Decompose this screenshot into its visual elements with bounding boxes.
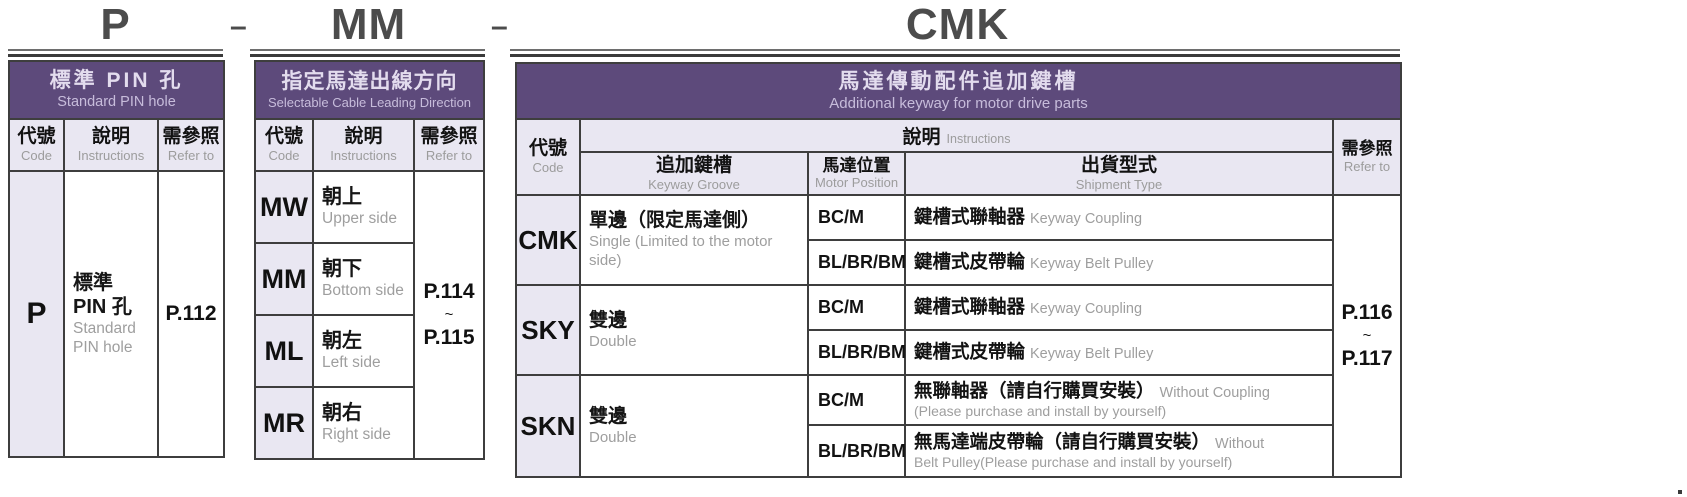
- shipment-type-value: 鍵槽式聯軸器 Keyway Coupling: [904, 194, 1334, 241]
- refer-value: P.116 ~ P.117: [1331, 194, 1403, 478]
- code-value: MR: [254, 386, 314, 460]
- table2-row-mm: MM 朝下 Bottom side: [254, 242, 484, 316]
- table1-col-instructions: 說明 Instructions: [63, 118, 159, 172]
- keyway-options-table: 馬達傳動配件追加鍵槽 Additional keyway for motor d…: [514, 62, 1403, 478]
- table3-row-skn-blbrbm: BL/BR/BM 無馬達端皮帶輪（請自行購買安裝） Without Belt Pu…: [516, 424, 1401, 478]
- page-artifact-dot: [1678, 490, 1682, 494]
- code-separator-2: –: [491, 10, 508, 43]
- motor-position-value: BL/BR/BM: [807, 239, 906, 286]
- table3-row-cmk-blbrbm: BL/BR/BM 鍵槽式皮帶輪 Keyway Belt Pulley: [516, 239, 1401, 286]
- code-value: SKY: [515, 284, 581, 376]
- shipment-type-value: 鍵槽式聯軸器 Keyway Coupling: [904, 284, 1334, 331]
- shipment-type-value: 鍵槽式皮帶輪 Keyway Belt Pulley: [904, 239, 1334, 286]
- table3-title-en: Additional keyway for motor drive parts: [829, 95, 1088, 113]
- code-value: CMK: [515, 194, 581, 286]
- instructions-value: 朝右 Right side: [312, 386, 415, 460]
- table3-title-zh: 馬達傳動配件追加鍵槽: [838, 69, 1079, 93]
- table2-col-code: 代號 Code: [254, 118, 314, 172]
- code-title-mm: MM: [330, 0, 407, 49]
- table3-row-skn-bcm: SKN 雙邊 Double BC/M 無聯軸器（請自行購買安裝） Without …: [515, 374, 1401, 478]
- table3-col-refer: 需參照 Refer to: [1331, 118, 1403, 196]
- table3-row-sky-bcm: SKY 雙邊 Double BC/M 鍵槽式聯軸器 Keyway Coupling: [515, 284, 1401, 376]
- code-value: MW: [254, 170, 314, 244]
- code-value: ML: [254, 314, 314, 388]
- motor-position-value: BC/M: [807, 374, 906, 426]
- code-title-p: P: [100, 0, 131, 49]
- instructions-value: 標準 PIN 孔 Standard PIN hole: [63, 170, 159, 458]
- motor-position-value: BL/BR/BM: [807, 329, 906, 376]
- table3-col-motor-position: 馬達位置 Motor Position: [807, 151, 906, 196]
- table2-row-ml: ML 朝左 Left side: [254, 314, 484, 388]
- underline-rule-2: [250, 49, 485, 57]
- table3-col-code: 代號 Code: [515, 118, 581, 196]
- instructions-value: 朝下 Bottom side: [312, 242, 415, 316]
- table3-row-sky-blbrbm: BL/BR/BM 鍵槽式皮帶輪 Keyway Belt Pulley: [516, 329, 1401, 376]
- table2-col-instructions: 說明 Instructions: [312, 118, 415, 172]
- underline-rule-1: [8, 49, 223, 57]
- underline-rule-3: [510, 49, 1400, 57]
- cable-direction-table: 指定馬達出線方向 Selectable Cable Leading Direct…: [254, 60, 485, 460]
- table1-col-code: 代號 Code: [8, 118, 65, 172]
- table2-col-refer: 需參照 Refer to: [413, 118, 485, 172]
- table1-header: 標準 PIN 孔 Standard PIN hole: [7, 60, 226, 120]
- table1-title-en: Standard PIN hole: [57, 94, 176, 111]
- keyway-groove-value: 雙邊 Double: [579, 284, 809, 376]
- refer-value: P.114 ~ P.115: [413, 170, 485, 460]
- table1-col-refer: 需參照 Refer to: [156, 118, 226, 172]
- table3-row-cmk-bcm: CMK 單邊（限定馬達側） Single (Limited to the mot…: [515, 194, 1403, 478]
- table3-col-instructions: 說明 Instructions: [579, 118, 1334, 153]
- table2-row-mr: MR 朝右 Right side: [254, 386, 484, 460]
- keyway-groove-value: 單邊（限定馬達側） Single (Limited to the motor s…: [579, 194, 809, 286]
- table2-title-zh: 指定馬達出線方向: [281, 70, 458, 94]
- motor-position-value: BL/BR/BM: [807, 424, 906, 478]
- instructions-value: 朝上 Upper side: [312, 170, 415, 244]
- shipment-type-value: 鍵槽式皮帶輪 Keyway Belt Pulley: [904, 329, 1334, 376]
- table2-title-en: Selectable Cable Leading Direction: [267, 95, 472, 111]
- motor-position-value: BC/M: [807, 284, 906, 331]
- code-value: P: [8, 170, 65, 458]
- code-title-cmk: CMK: [905, 0, 1010, 49]
- table1-row-p: P 標準 PIN 孔 Standard PIN hole P.112: [8, 170, 226, 458]
- table2-header: 指定馬達出線方向 Selectable Cable Leading Direct…: [254, 60, 485, 120]
- table2-row-mw: MW 朝上 Upper side P.114 ~ P.115: [254, 170, 485, 460]
- code-separator-1: –: [230, 10, 247, 43]
- table3-col-keyway-groove: 追加鍵槽 Keyway Groove: [579, 151, 809, 196]
- table3-col-shipment-type: 出貨型式 Shipment Type: [904, 151, 1334, 196]
- keyway-groove-value: 雙邊 Double: [579, 374, 809, 478]
- standard-pin-hole-table: 標準 PIN 孔 Standard PIN hole 代號 Code 說明 In…: [7, 60, 226, 458]
- code-value: SKN: [515, 374, 581, 478]
- table1-title-zh: 標準 PIN 孔: [49, 69, 184, 93]
- shipment-type-value: 無聯軸器（請自行購買安裝） Without Coupling (Please pu…: [904, 374, 1334, 426]
- refer-value: P.112: [156, 170, 226, 458]
- instructions-value: 朝左 Left side: [312, 314, 415, 388]
- code-value: MM: [254, 242, 314, 316]
- motor-position-value: BC/M: [807, 194, 906, 241]
- table3-header: 馬達傳動配件追加鍵槽 Additional keyway for motor d…: [514, 62, 1403, 120]
- shipment-type-value: 無馬達端皮帶輪（請自行購買安裝） Without Belt Pulley(Plea…: [904, 424, 1334, 478]
